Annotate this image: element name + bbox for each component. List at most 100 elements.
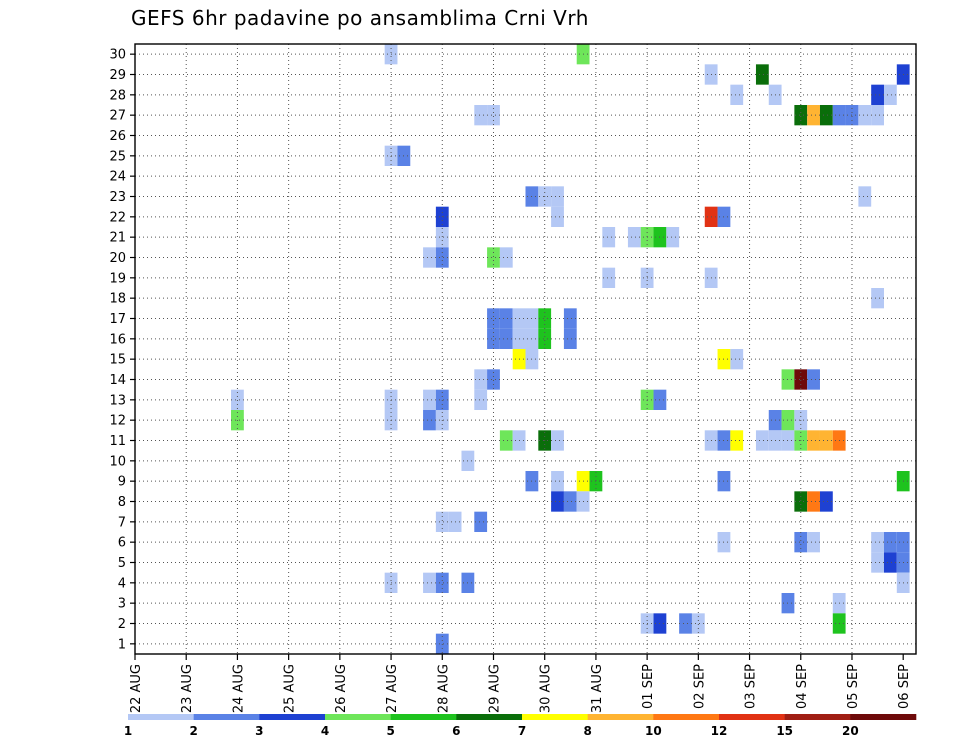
heatmap-cell: [551, 491, 564, 512]
y-tick-label: 26: [109, 129, 126, 144]
heatmap-cell: [423, 247, 436, 268]
heatmap-cell: [563, 491, 577, 512]
heatmap-cell: [474, 389, 488, 410]
x-tick-label: 26 AUG: [334, 664, 349, 713]
x-tick-label: 25 AUG: [283, 664, 298, 713]
heatmap-cell: [538, 328, 552, 349]
y-tick-label: 24: [109, 170, 126, 185]
heatmap-cell: [858, 105, 872, 126]
heatmap-cell: [871, 552, 884, 573]
heatmap-cell: [435, 572, 449, 593]
heatmap-cell: [551, 186, 564, 207]
y-tick-label: 8: [118, 495, 126, 510]
heatmap-cell: [487, 247, 500, 268]
heatmap-cell: [858, 186, 872, 207]
y-tick-label: 14: [109, 373, 126, 388]
x-tick-label: 01 SEP: [641, 664, 656, 709]
legend-swatch: [456, 714, 523, 720]
heatmap-cell: [807, 532, 820, 553]
heatmap-cell: [807, 430, 820, 451]
heatmap-cell: [499, 247, 513, 268]
legend-swatch: [390, 714, 457, 720]
x-tick-label: 24 AUG: [231, 664, 246, 713]
legend-label: 10: [645, 724, 662, 738]
legend-swatch: [653, 714, 720, 720]
heatmap-cell: [794, 105, 808, 126]
y-tick-label: 18: [109, 292, 126, 307]
heatmap-cell: [474, 511, 488, 532]
heatmap-cell: [755, 64, 769, 85]
heatmap-cell: [871, 84, 884, 105]
heatmap-cell: [883, 532, 897, 553]
heatmap-cell: [807, 491, 820, 512]
heatmap-cell: [435, 633, 449, 654]
heatmap-cell: [871, 288, 884, 309]
heatmap-cell: [487, 369, 500, 390]
heatmap-cell: [794, 491, 808, 512]
heatmap-cell: [551, 471, 564, 492]
heatmap-cell: [679, 613, 692, 634]
y-tick-label: 28: [109, 88, 126, 103]
y-tick-label: 13: [109, 393, 126, 408]
y-tick-label: 6: [118, 536, 126, 551]
legend-label: 7: [518, 724, 526, 738]
legend-swatch: [784, 714, 851, 720]
heatmap-cell: [538, 308, 552, 329]
heatmap-cell: [487, 328, 500, 349]
legend-swatch: [587, 714, 654, 720]
grid-layer: [135, 44, 916, 654]
heatmap-cell: [602, 227, 616, 248]
heatmap-cell: [819, 430, 833, 451]
y-axis: 1234567891011121314151617181920212223242…: [109, 48, 135, 652]
heatmap-cell: [231, 389, 244, 410]
heatmap-cell: [691, 613, 705, 634]
heatmap-cell: [602, 267, 616, 288]
y-tick-label: 21: [109, 231, 126, 246]
x-tick-label: 23 AUG: [180, 664, 195, 713]
heatmap-cell: [730, 430, 744, 451]
legend-label: 5: [386, 724, 394, 738]
x-tick-label: 02 SEP: [692, 664, 707, 709]
y-tick-label: 4: [118, 576, 126, 591]
heatmap-cell: [435, 227, 449, 248]
heatmap-cell: [435, 511, 449, 532]
x-tick-label: 29 AUG: [487, 664, 502, 713]
y-tick-label: 2: [118, 617, 126, 632]
heatmap-cell: [730, 349, 744, 370]
x-tick-label: 27 AUG: [385, 664, 400, 713]
heatmap-cell: [474, 105, 488, 126]
legend-label: 8: [583, 724, 591, 738]
x-tick-label: 05 SEP: [846, 664, 861, 709]
y-tick-label: 22: [109, 210, 126, 225]
y-tick-label: 9: [118, 475, 126, 490]
legend-label: 20: [842, 724, 859, 738]
y-tick-label: 11: [109, 434, 126, 449]
heatmap-cell: [551, 430, 564, 451]
legend-swatch: [259, 714, 326, 720]
legend-label: 4: [321, 724, 329, 738]
heatmap-cell: [627, 227, 641, 248]
legend-swatch: [193, 714, 260, 720]
legend-label: 2: [189, 724, 197, 738]
y-tick-label: 29: [109, 68, 126, 83]
heatmap-cell: [435, 389, 449, 410]
heatmap-cell: [499, 328, 513, 349]
heatmap-cell: [435, 247, 449, 268]
heatmap-cell: [499, 308, 513, 329]
legend-label: 12: [711, 724, 728, 738]
legend-label: 1: [124, 724, 132, 738]
x-tick-label: 03 SEP: [744, 664, 759, 709]
y-tick-label: 27: [109, 109, 126, 124]
y-tick-label: 30: [109, 48, 126, 63]
legend-swatch: [128, 714, 194, 720]
y-tick-label: 3: [118, 597, 126, 612]
heatmap-cell: [819, 491, 833, 512]
x-tick-label: 28 AUG: [436, 664, 451, 713]
chart-title: GEFS 6hr padavine po ansamblima Crni Vrh: [131, 6, 589, 30]
heatmap-cell: [883, 552, 897, 573]
heatmap-cell: [499, 430, 513, 451]
plot-frame: [134, 43, 917, 655]
x-tick-label: 06 SEP: [897, 664, 912, 709]
heatmap-cell: [807, 369, 820, 390]
legend-swatch: [522, 714, 588, 720]
